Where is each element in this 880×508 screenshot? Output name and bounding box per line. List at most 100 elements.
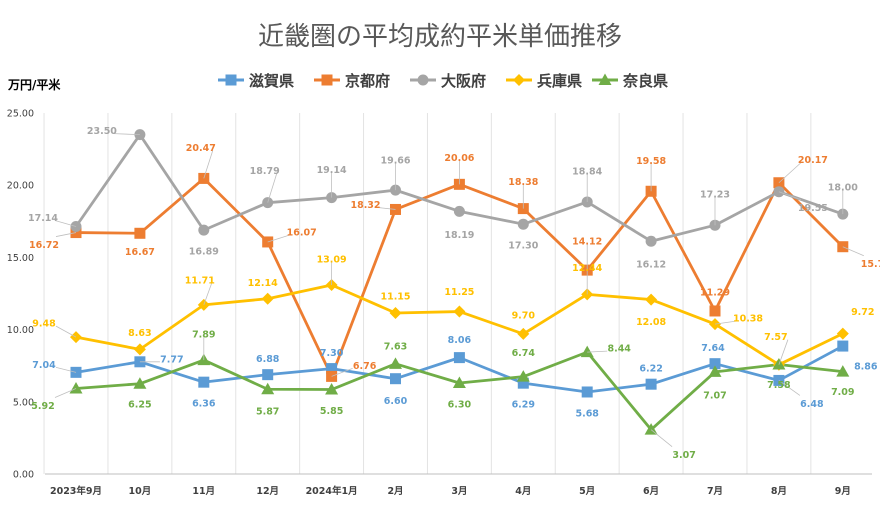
leader-line (778, 380, 801, 396)
leader-line (587, 350, 608, 353)
data-label: 18.19 (444, 230, 474, 241)
x-tick-label: 9月 (835, 486, 851, 497)
data-label: 15.74 (861, 259, 880, 270)
leader-line (267, 173, 278, 203)
data-label: 12.08 (636, 317, 666, 328)
data-label: 7.64 (701, 343, 725, 354)
legend-marker (598, 73, 612, 85)
data-label: 20.47 (186, 143, 216, 154)
data-label: 12.44 (572, 263, 602, 274)
data-marker (389, 357, 402, 369)
data-label: 6.22 (639, 364, 662, 375)
y-tick-label: 25.00 (7, 109, 34, 120)
legend-marker (321, 74, 333, 86)
data-marker (453, 352, 465, 364)
x-tick-label: 6月 (643, 486, 659, 497)
data-label: 6.25 (128, 399, 151, 410)
data-label: 11.15 (380, 291, 410, 302)
data-label: 16.72 (29, 240, 59, 251)
data-label: 11.25 (444, 287, 474, 298)
data-marker (133, 343, 146, 356)
data-label: 12.14 (248, 278, 278, 289)
data-label: 19.14 (317, 165, 347, 176)
data-marker (645, 293, 658, 306)
data-marker (261, 292, 274, 305)
data-marker (837, 340, 849, 352)
leader-line (55, 325, 77, 338)
data-label: 19.55 (798, 203, 828, 214)
data-label: 11.71 (185, 275, 215, 286)
data-label: 16.07 (287, 227, 317, 238)
data-label: 16.67 (125, 247, 155, 258)
data-label: 13.09 (317, 254, 347, 265)
data-label: 5.68 (575, 408, 599, 419)
data-label: 19.66 (380, 156, 410, 167)
leader-line (778, 339, 789, 365)
data-label: 8.44 (607, 344, 631, 355)
leader-line (650, 429, 673, 447)
data-marker (516, 370, 530, 382)
data-label: 7.30 (320, 348, 344, 359)
leader-line (203, 282, 213, 306)
data-marker (389, 306, 402, 319)
data-label: 6.29 (512, 400, 535, 411)
y-tick-label: 0.00 (13, 470, 34, 481)
data-marker (708, 365, 722, 377)
y-tick-label: 5.00 (13, 397, 34, 408)
leader-line (842, 246, 864, 257)
legend-label: 滋賀県 (249, 72, 294, 90)
data-marker (517, 218, 529, 230)
grid-lines (43, 113, 812, 474)
data-marker (325, 383, 339, 395)
data-label: 14.12 (572, 237, 602, 248)
data-label: 7.89 (192, 330, 215, 341)
x-tick-label: 8月 (771, 486, 787, 497)
leader-line (54, 388, 77, 398)
chart-title: 近畿圏の平均成約平米単価推移 (258, 22, 622, 52)
data-label: 20.06 (444, 153, 474, 164)
data-marker (836, 365, 850, 377)
x-tick-label: 7月 (707, 486, 723, 497)
legend-marker (225, 74, 237, 86)
x-tick-label: 2024年1月 (306, 485, 358, 497)
data-label: 9.48 (32, 319, 56, 330)
data-label: 7.58 (767, 380, 791, 391)
data-marker (134, 227, 146, 239)
data-label: 7.07 (703, 390, 726, 401)
data-label: 5.85 (320, 406, 343, 417)
x-tick-label: 2023年9月 (50, 485, 102, 497)
data-label: 10.38 (733, 314, 763, 325)
data-marker (198, 376, 210, 388)
y-tick-label: 15.00 (7, 253, 34, 264)
data-marker (262, 369, 274, 381)
x-tick-label: 11月 (192, 486, 215, 497)
legend: 滋賀県 京都府 大阪府 兵庫県 奈良県 (218, 72, 668, 90)
data-label: 16.12 (636, 260, 666, 271)
x-tick-label: 3月 (451, 486, 467, 497)
data-label: 7.04 (32, 360, 56, 371)
data-label: 8.86 (854, 362, 878, 373)
leader-line (54, 220, 77, 227)
data-label: 7.63 (384, 341, 407, 352)
data-marker (517, 377, 529, 389)
leader-line (331, 368, 353, 377)
data-marker (133, 377, 147, 389)
data-marker (452, 376, 466, 389)
data-label: 6.88 (256, 354, 280, 365)
leader-line (778, 191, 802, 201)
data-label: 9.72 (851, 307, 874, 318)
data-marker (645, 235, 657, 247)
data-label: 7.09 (831, 387, 854, 398)
x-tick-label: 2月 (387, 486, 403, 497)
legend-marker (417, 74, 429, 86)
data-marker (517, 327, 530, 340)
data-marker (69, 382, 83, 394)
data-label: 6.60 (384, 396, 408, 407)
data-label: 11.29 (700, 287, 730, 298)
data-labels: 7.04 7.77 6.36 6.88 7.30 6.60 8.06 6.29 5.68 6.22… (28, 126, 880, 461)
data-marker (836, 327, 849, 340)
data-label: 23.50 (87, 126, 117, 137)
data-marker (261, 382, 275, 395)
data-marker (645, 378, 657, 390)
